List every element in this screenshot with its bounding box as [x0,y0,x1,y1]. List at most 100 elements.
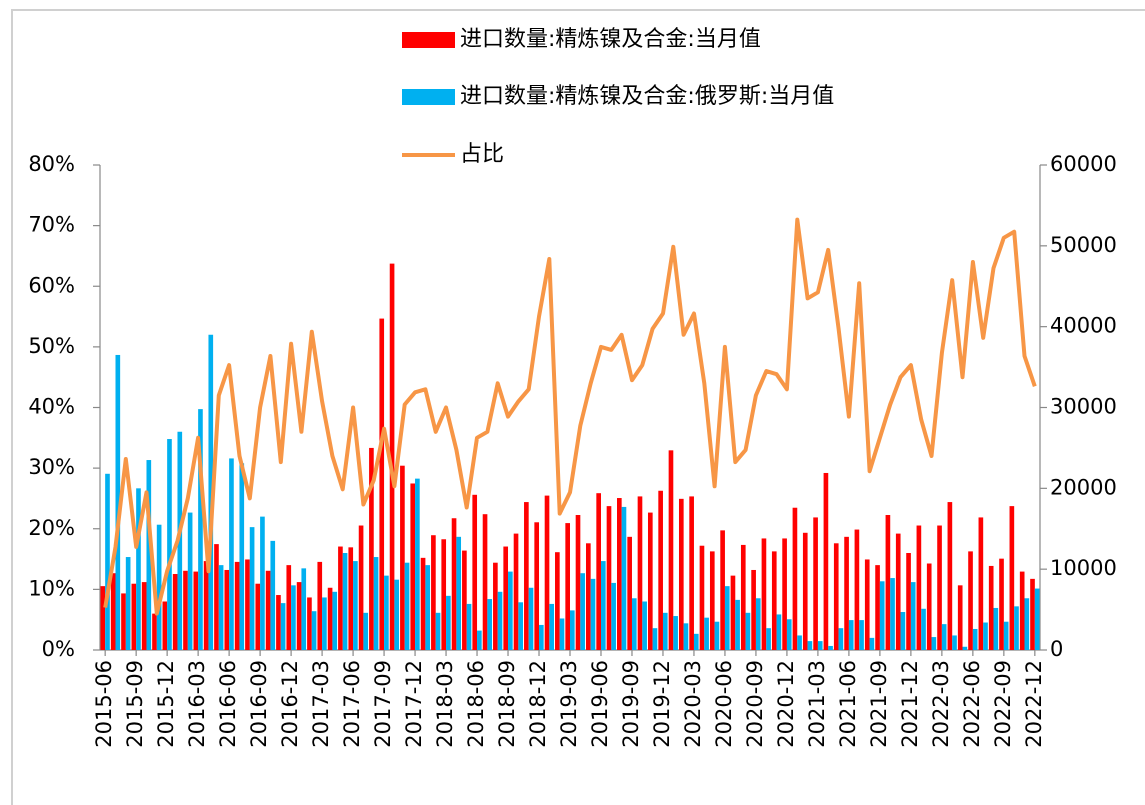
bar [590,578,596,650]
bar [751,569,756,650]
bar [136,488,141,650]
bar [513,533,519,650]
bar [580,573,585,650]
bar [420,557,426,650]
bar [570,610,575,650]
x-tick-label: 2020-12 [774,660,798,748]
bar [187,512,193,650]
bar [802,532,808,650]
bar [296,582,302,650]
bar [255,583,261,650]
x-tick-label: 2017-12 [402,660,426,748]
bar [497,591,503,650]
bar [668,450,674,650]
y2-tick-label: 30000 [1050,395,1117,419]
bar [539,624,544,650]
bar [859,620,864,650]
x-tick-label: 2020-03 [681,660,705,748]
bar [198,409,203,650]
bar [642,601,647,650]
bar [606,506,612,650]
bar [462,550,467,650]
x-tick-label: 2020-06 [712,660,736,748]
bar [838,628,844,650]
bar [369,447,374,650]
bar [689,496,694,650]
legend-label: 占比 [460,142,504,167]
bar [245,559,250,650]
bar [627,536,632,650]
legend-swatch [402,89,455,105]
bar [833,543,839,650]
legend-label: 进口数量:精炼镍及合金:俄罗斯:当月值 [460,84,834,109]
bar [575,515,581,650]
bar [792,507,798,650]
bar [848,620,854,650]
bar [280,603,286,650]
y2-tick-label: 20000 [1050,475,1117,499]
bar [807,641,813,650]
bar [740,544,746,650]
bar [817,641,823,650]
y2-tick-label: 0 [1050,637,1063,661]
frame [11,9,1145,805]
bar [972,628,978,650]
bar [203,561,209,650]
bar [983,622,988,650]
bar [249,527,255,650]
x-tick-label: 2019-06 [588,660,612,748]
bar [611,582,616,650]
bar [167,439,172,650]
bar [823,472,829,650]
bar [937,525,942,650]
x-tick-label: 2018-09 [495,660,519,748]
x-tick-label: 2022-09 [991,660,1015,748]
bar [678,498,684,650]
bar [265,570,271,650]
y2-tick-label: 50000 [1050,233,1117,257]
bar [146,460,152,650]
bar [389,263,395,650]
bar [105,473,110,650]
bar [183,570,188,650]
bar [864,559,870,650]
bar [327,587,333,650]
bar [311,611,317,650]
bar [875,565,880,650]
y2-tick-label: 60000 [1050,152,1117,176]
bar [1019,571,1025,650]
y-tick-label: 60% [28,273,75,297]
bar [724,586,730,650]
bar [683,623,689,650]
bar [435,612,441,650]
x-tick-label: 2016-09 [247,660,271,748]
bar [400,465,405,650]
x-tick-label: 2015-09 [123,660,147,748]
line [103,217,1037,616]
y-tick-label: 20% [28,516,75,540]
y-tick-label: 70% [28,213,75,237]
bar [766,628,771,650]
x-tick-label: 2022-06 [960,660,984,748]
bar [900,612,906,650]
bar [978,517,984,650]
bar [373,557,379,650]
bar [110,573,116,650]
bar [482,514,488,650]
x-tick-label: 2017-06 [340,660,364,748]
x-tick-label: 2015-06 [92,660,116,748]
bar [503,546,509,650]
bar [931,637,937,650]
legend-label: 进口数量:精炼镍及合金:当月值 [460,27,761,52]
bar [617,498,622,650]
bar [260,516,265,650]
x-tick-label: 2016-06 [216,660,240,748]
bar [472,494,478,650]
y-tick-label: 80% [28,152,75,176]
bar [988,565,994,650]
bar [621,506,627,650]
x-tick-label: 2018-06 [464,660,488,748]
bar [735,599,740,650]
